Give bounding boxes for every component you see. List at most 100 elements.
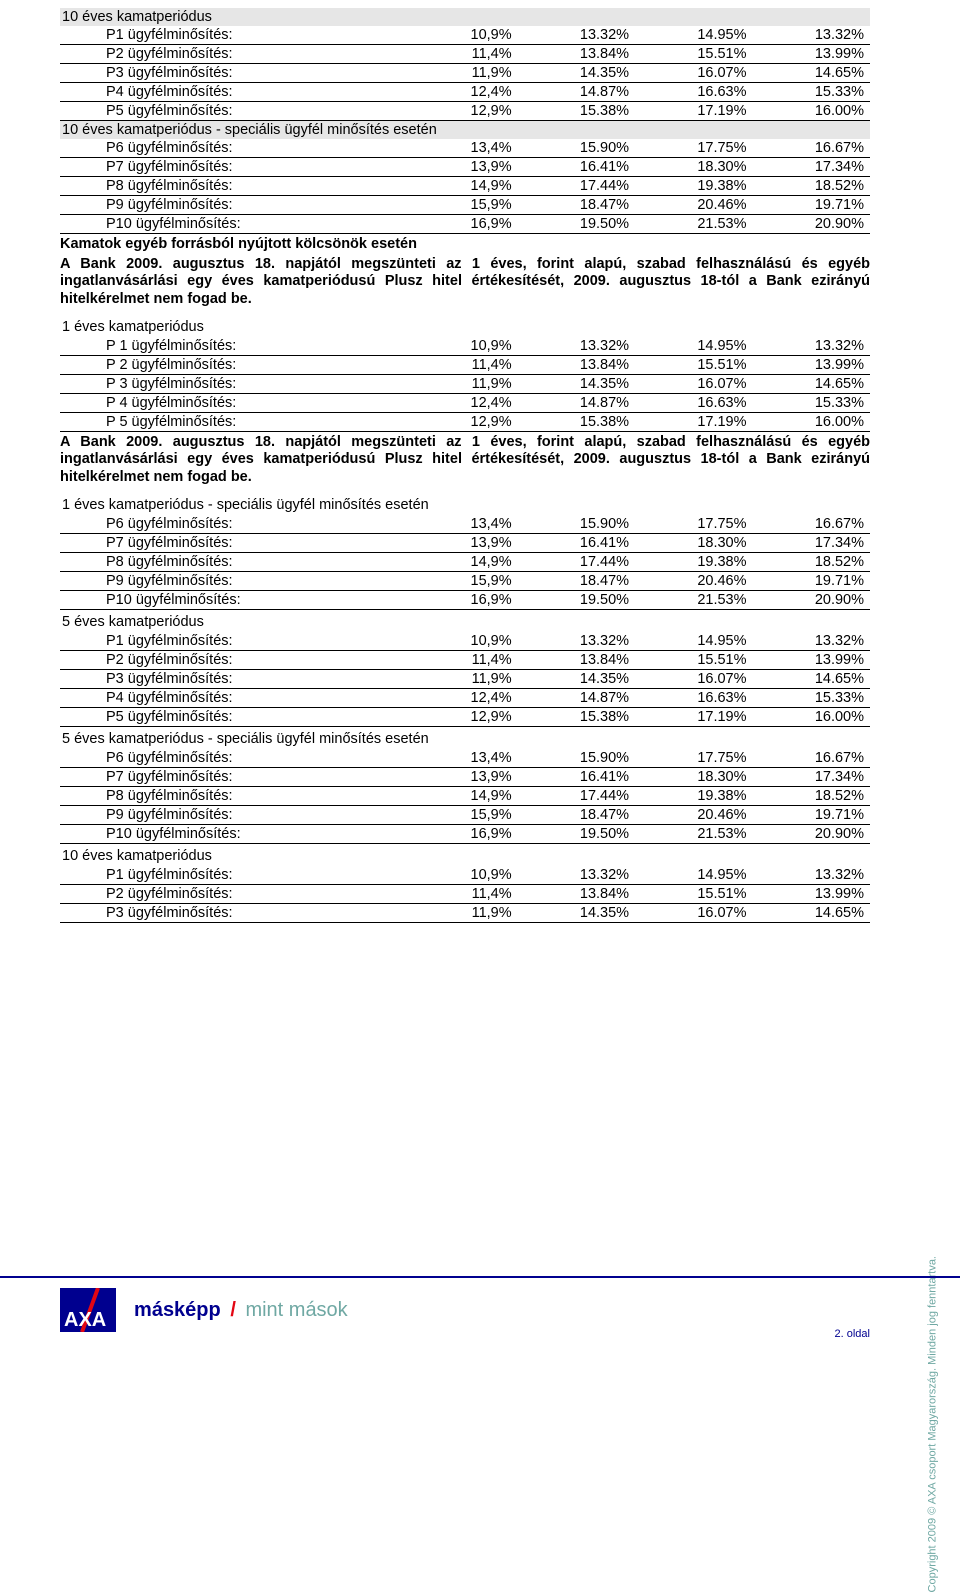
table-row: P4 ügyfélminősítés:12,4%14.87%16.63%15.3… — [60, 83, 870, 102]
row-value: 17.19% — [635, 707, 752, 726]
row-value: 12,9% — [400, 707, 517, 726]
sub-heading: 5 éves kamatperiódus — [60, 610, 870, 632]
row-label: P9 ügyfélminősítés: — [60, 571, 400, 590]
row-value: 11,4% — [400, 355, 517, 374]
row-label: P10 ügyfélminősítés: — [60, 215, 400, 234]
row-label: P 1 ügyfélminősítés: — [60, 337, 400, 356]
row-value: 12,4% — [400, 393, 517, 412]
table-row: P6 ügyfélminősítés:13,4%15.90%17.75%16.6… — [60, 749, 870, 768]
table-row: P3 ügyfélminősítés:11,9%14.35%16.07%14.6… — [60, 64, 870, 83]
row-label: P10 ügyfélminősítés: — [60, 590, 400, 609]
table-row: P1 ügyfélminősítés:10,9%13.32%14.95%13.3… — [60, 632, 870, 651]
row-value: 16.00% — [753, 412, 870, 431]
table-row: P3 ügyfélminősítés:11,9%14.35%16.07%14.6… — [60, 903, 870, 922]
row-label: P1 ügyfélminősítés: — [60, 866, 400, 885]
slogan-slash: / — [226, 1299, 240, 1321]
row-label: P9 ügyfélminősítés: — [60, 805, 400, 824]
row-value: 20.90% — [753, 824, 870, 843]
row-value: 11,4% — [400, 650, 517, 669]
row-value: 16.07% — [635, 669, 752, 688]
row-value: 13.84% — [518, 884, 635, 903]
row-value: 17.19% — [635, 102, 752, 121]
row-value: 10,9% — [400, 337, 517, 356]
row-value: 14.95% — [635, 866, 752, 885]
row-value: 14,9% — [400, 786, 517, 805]
row-value: 18.52% — [753, 786, 870, 805]
row-label: P3 ügyfélminősítés: — [60, 669, 400, 688]
rate-table: P1 ügyfélminősítés:10,9%13.32%14.95%13.3… — [60, 26, 870, 121]
row-value: 17.34% — [753, 158, 870, 177]
row-value: 14.95% — [635, 26, 752, 45]
table-row: P 4 ügyfélminősítés:12,4%14.87%16.63%15.… — [60, 393, 870, 412]
table-row: P6 ügyfélminősítés:13,4%15.90%17.75%16.6… — [60, 139, 870, 158]
table-row: P9 ügyfélminősítés:15,9%18.47%20.46%19.7… — [60, 196, 870, 215]
table-row: P1 ügyfélminősítés:10,9%13.32%14.95%13.3… — [60, 26, 870, 45]
row-value: 13.99% — [753, 45, 870, 64]
row-value: 15.90% — [518, 515, 635, 534]
row-value: 14.65% — [753, 374, 870, 393]
row-value: 16.63% — [635, 688, 752, 707]
row-value: 13.99% — [753, 355, 870, 374]
row-value: 14.35% — [518, 669, 635, 688]
table-row: P7 ügyfélminősítés:13,9%16.41%18.30%17.3… — [60, 533, 870, 552]
row-value: 15.38% — [518, 412, 635, 431]
row-value: 14.35% — [518, 374, 635, 393]
row-value: 21.53% — [635, 215, 752, 234]
table-row: P5 ügyfélminősítés:12,9%15.38%17.19%16.0… — [60, 707, 870, 726]
slogan-part2: mint mások — [245, 1299, 347, 1321]
row-value: 19.71% — [753, 571, 870, 590]
row-value: 16.07% — [635, 64, 752, 83]
row-value: 13,4% — [400, 515, 517, 534]
row-value: 13,9% — [400, 767, 517, 786]
row-label: P8 ügyfélminősítés: — [60, 177, 400, 196]
row-value: 15.51% — [635, 45, 752, 64]
rate-table: P6 ügyfélminősítés:13,4%15.90%17.75%16.6… — [60, 139, 870, 234]
row-label: P6 ügyfélminősítés: — [60, 515, 400, 534]
row-value: 11,4% — [400, 884, 517, 903]
row-value: 13.99% — [753, 650, 870, 669]
rate-table: P6 ügyfélminősítés:13,4%15.90%17.75%16.6… — [60, 749, 870, 844]
row-label: P4 ügyfélminősítés: — [60, 688, 400, 707]
row-value: 16,9% — [400, 590, 517, 609]
row-value: 16.41% — [518, 533, 635, 552]
row-value: 10,9% — [400, 632, 517, 651]
row-value: 16.63% — [635, 83, 752, 102]
row-label: P8 ügyfélminősítés: — [60, 786, 400, 805]
row-value: 15.38% — [518, 707, 635, 726]
row-value: 12,9% — [400, 102, 517, 121]
rate-table: P 1 ügyfélminősítés:10,9%13.32%14.95%13.… — [60, 337, 870, 432]
row-value: 16.41% — [518, 158, 635, 177]
sub-heading: 1 éves kamatperiódus - speciális ügyfél … — [60, 493, 870, 515]
row-value: 13.32% — [518, 26, 635, 45]
table-row: P3 ügyfélminősítés:11,9%14.35%16.07%14.6… — [60, 669, 870, 688]
row-value: 15.51% — [635, 650, 752, 669]
row-value: 13,9% — [400, 158, 517, 177]
row-value: 19.50% — [518, 215, 635, 234]
row-value: 19.38% — [635, 177, 752, 196]
table-row: P 3 ügyfélminősítés:11,9%14.35%16.07%14.… — [60, 374, 870, 393]
table-row: P2 ügyfélminősítés:11,4%13.84%15.51%13.9… — [60, 650, 870, 669]
row-value: 11,4% — [400, 45, 517, 64]
bold-paragraph: A Bank 2009. augusztus 18. napjától megs… — [60, 254, 870, 315]
table-row: P4 ügyfélminősítés:12,4%14.87%16.63%15.3… — [60, 688, 870, 707]
table-row: P10 ügyfélminősítés:16,9%19.50%21.53%20.… — [60, 824, 870, 843]
row-value: 17.34% — [753, 767, 870, 786]
sub-heading: 10 éves kamatperiódus — [60, 844, 870, 866]
row-value: 14.65% — [753, 64, 870, 83]
row-label: P5 ügyfélminősítés: — [60, 707, 400, 726]
row-value: 15.90% — [518, 139, 635, 158]
row-value: 12,4% — [400, 83, 517, 102]
row-value: 17.44% — [518, 552, 635, 571]
row-label: P6 ügyfélminősítés: — [60, 139, 400, 158]
row-value: 17.44% — [518, 177, 635, 196]
row-value: 13,4% — [400, 749, 517, 768]
row-label: P2 ügyfélminősítés: — [60, 884, 400, 903]
row-value: 20.46% — [635, 196, 752, 215]
table-row: P 2 ügyfélminősítés:11,4%13.84%15.51%13.… — [60, 355, 870, 374]
row-label: P3 ügyfélminősítés: — [60, 64, 400, 83]
row-value: 13.84% — [518, 355, 635, 374]
row-value: 15.90% — [518, 749, 635, 768]
slogan-part1: másképp — [134, 1299, 221, 1321]
sub-heading: 1 éves kamatperiódus — [60, 315, 870, 337]
row-value: 16.07% — [635, 374, 752, 393]
